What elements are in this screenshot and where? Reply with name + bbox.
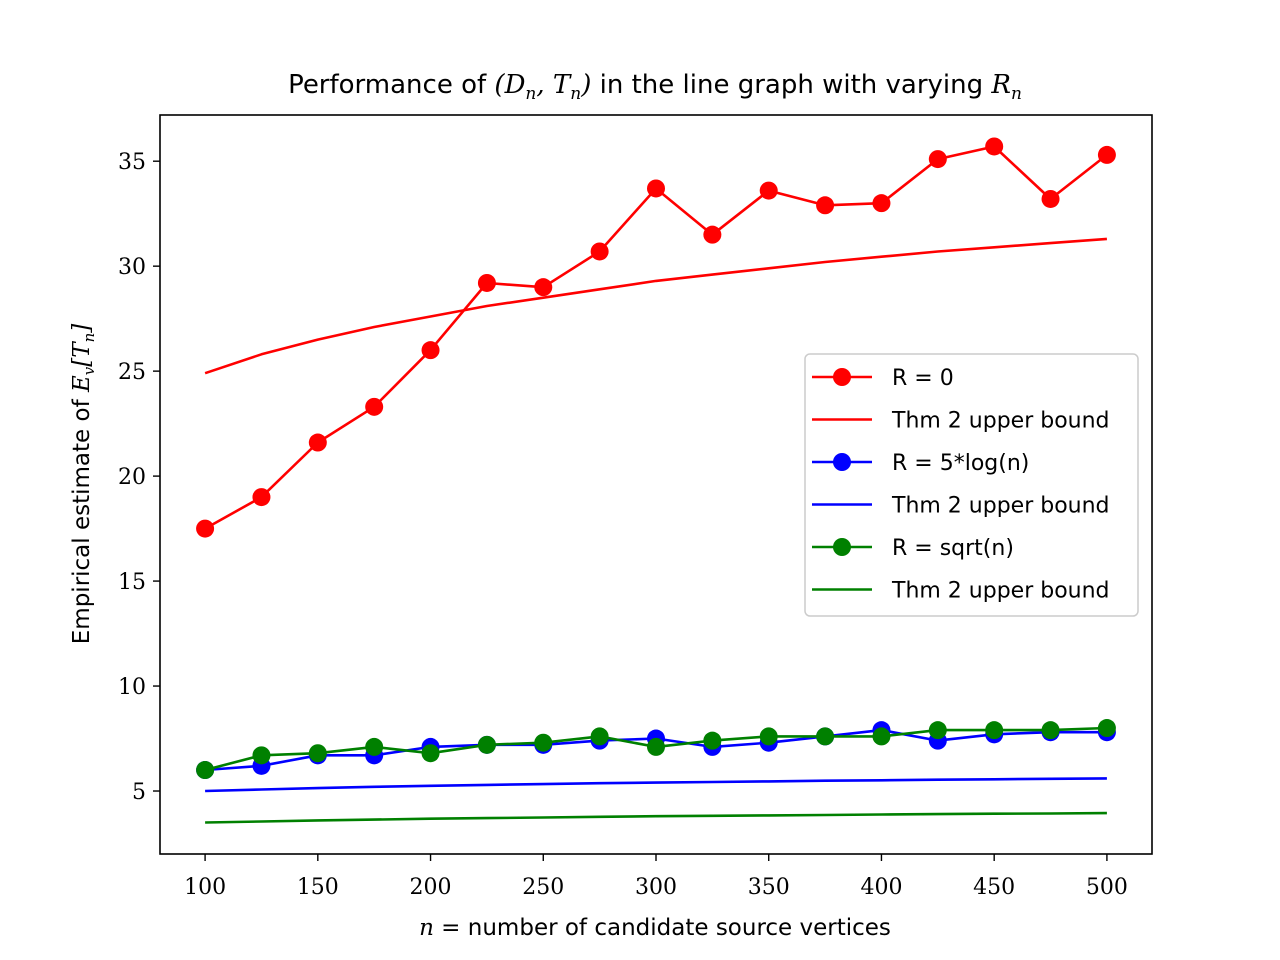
data-point bbox=[985, 721, 1004, 740]
x-axis-label-math: n = bbox=[419, 915, 460, 941]
data-point bbox=[928, 721, 947, 740]
legend-label: Thm 2 upper bound bbox=[891, 494, 1110, 519]
data-point bbox=[252, 488, 271, 507]
series-line bbox=[205, 811, 1107, 824]
legend-item: Thm 2 upper bound bbox=[812, 579, 1110, 604]
title-math-1: (D bbox=[494, 70, 525, 100]
title-mid: in the line graph with varying bbox=[591, 70, 991, 100]
data-point bbox=[365, 737, 384, 756]
data-point bbox=[1097, 145, 1116, 164]
y-axis-label-math: E bbox=[69, 375, 95, 393]
y-tick-label: 15 bbox=[118, 570, 146, 595]
x-tick-label: 100 bbox=[184, 875, 226, 900]
x-tick-label: 400 bbox=[860, 875, 902, 900]
x-tick-label: 450 bbox=[973, 875, 1015, 900]
data-point bbox=[590, 242, 609, 261]
legend-item: R = 0 bbox=[812, 366, 954, 391]
legend: R = 0 Thm 2 upper bound R = 5*log(n) Thm 2 … bbox=[804, 353, 1139, 617]
y-axis-label-math-bracket: [T bbox=[69, 341, 95, 367]
data-point bbox=[647, 179, 665, 198]
legend-swatch-marker bbox=[833, 453, 851, 471]
chart-title: Performance of (Dn, Tn) in the line grap… bbox=[288, 70, 1022, 104]
data-point bbox=[196, 761, 215, 780]
series-line bbox=[205, 777, 1107, 793]
y-tick-label: 20 bbox=[118, 465, 146, 490]
legend-label: R = 0 bbox=[892, 366, 954, 391]
data-point bbox=[365, 397, 384, 416]
data-point bbox=[534, 733, 553, 752]
data-point bbox=[421, 341, 440, 360]
series-1 bbox=[196, 137, 1116, 538]
data-point bbox=[703, 731, 722, 750]
x-tick-label: 300 bbox=[635, 875, 677, 900]
data-point bbox=[703, 225, 722, 244]
data-point bbox=[985, 137, 1004, 156]
legend-item: R = sqrt(n) bbox=[812, 536, 1014, 561]
title-math-2: R bbox=[990, 70, 1011, 100]
y-axis-label: Empirical estimate of Ev[Tn] bbox=[69, 324, 98, 645]
data-point bbox=[872, 194, 891, 213]
data-point bbox=[477, 273, 496, 292]
title-math-1-sub: n bbox=[525, 84, 536, 104]
legend-swatch-marker bbox=[833, 538, 851, 556]
y-tick-label: 30 bbox=[118, 255, 146, 280]
y-axis-label-math-end: ] bbox=[69, 324, 95, 334]
x-axis-label-text: number of candidate source vertices bbox=[460, 915, 890, 941]
y-axis-label-math-sub: v bbox=[80, 366, 98, 375]
x-tick-label: 500 bbox=[1086, 875, 1128, 900]
legend-item: Thm 2 upper bound bbox=[812, 494, 1110, 519]
data-point bbox=[816, 196, 835, 215]
data-point bbox=[647, 737, 665, 756]
data-point bbox=[1097, 719, 1116, 738]
series-4 bbox=[205, 777, 1107, 793]
title-math-1-end: ) bbox=[580, 70, 591, 100]
title-math-1-mid: , T bbox=[536, 70, 572, 100]
x-tick-label: 250 bbox=[522, 875, 564, 900]
x-tick-label: 150 bbox=[297, 875, 339, 900]
data-point bbox=[252, 746, 271, 765]
series-layer bbox=[196, 137, 1116, 824]
data-point bbox=[872, 727, 891, 746]
data-point bbox=[590, 727, 609, 746]
series-6 bbox=[205, 811, 1107, 824]
data-point bbox=[308, 744, 327, 763]
y-tick-label: 25 bbox=[118, 360, 146, 385]
axes-frame bbox=[159, 114, 1153, 855]
legend-item: R = 5*log(n) bbox=[812, 451, 1029, 476]
title-math-2-sub: n bbox=[1011, 84, 1022, 104]
series-5 bbox=[196, 719, 1116, 780]
x-tick-label: 350 bbox=[748, 875, 790, 900]
data-point bbox=[928, 150, 947, 169]
legend-item: Thm 2 upper bound bbox=[812, 409, 1110, 434]
legend-label: R = sqrt(n) bbox=[892, 536, 1014, 561]
y-axis-label-text: Empirical estimate of bbox=[69, 392, 95, 644]
legend-swatch-marker bbox=[833, 368, 851, 386]
legend-label: Thm 2 upper bound bbox=[891, 579, 1110, 604]
title-prefix: Performance of bbox=[288, 70, 494, 100]
x-tick-label: 200 bbox=[410, 875, 452, 900]
data-point bbox=[816, 727, 835, 746]
series-line bbox=[204, 237, 1107, 375]
x-axis-label: n = number of candidate source vertices bbox=[419, 915, 891, 941]
data-point bbox=[759, 727, 778, 746]
y-tick-label: 35 bbox=[118, 150, 146, 175]
data-point bbox=[308, 433, 327, 452]
data-point bbox=[477, 735, 496, 754]
title-math-1-sub2: n bbox=[570, 84, 581, 104]
legend-box bbox=[804, 353, 1139, 617]
data-point bbox=[534, 278, 553, 297]
y-tick-label: 5 bbox=[132, 780, 146, 805]
data-point bbox=[759, 181, 778, 200]
data-point bbox=[421, 744, 440, 763]
y-tick-label: 10 bbox=[118, 675, 146, 700]
axes-ticks: 100 150 200 250 300 350 400 450 500 5 10 15 20 25 30 35 bbox=[118, 150, 1128, 900]
y-axis-label-math-sub2: n bbox=[80, 333, 98, 343]
data-point bbox=[1041, 721, 1060, 740]
legend-label: Thm 2 upper bound bbox=[891, 409, 1110, 434]
data-point bbox=[1041, 189, 1060, 208]
data-point bbox=[196, 519, 215, 538]
series-2 bbox=[204, 237, 1107, 375]
legend-label: R = 5*log(n) bbox=[892, 451, 1029, 476]
